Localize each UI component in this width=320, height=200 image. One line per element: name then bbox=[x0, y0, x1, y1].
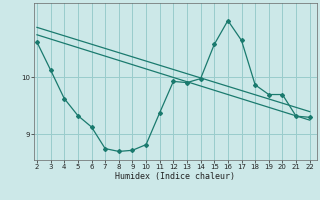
X-axis label: Humidex (Indice chaleur): Humidex (Indice chaleur) bbox=[116, 172, 236, 181]
